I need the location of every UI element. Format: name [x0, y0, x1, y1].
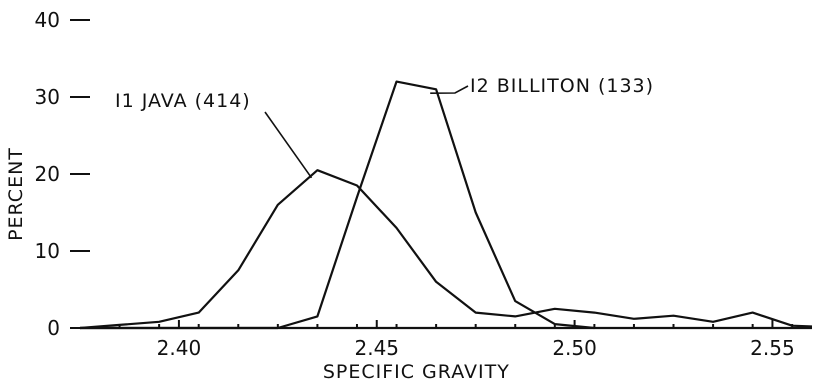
x-axis-ticks: 2.40 2.45 2.50 2.55: [118, 320, 795, 360]
x-tick-label: 2.50: [552, 336, 597, 360]
y-tick-label: 0: [47, 316, 60, 340]
y-axis-label: PERCENT: [5, 147, 27, 241]
billiton-series-label: I2 BILLITON (133): [470, 75, 654, 97]
java-label-leader: [264, 111, 313, 179]
y-axis-ticks: 0 10 20 30 40: [35, 8, 90, 340]
billiton-label-leader: [430, 85, 469, 94]
x-tick-label: 2.45: [354, 336, 399, 360]
y-tick-label: 20: [35, 162, 60, 186]
y-tick-label: 30: [35, 85, 60, 109]
y-tick-label: 40: [35, 8, 60, 32]
x-tick-label: 2.55: [750, 336, 795, 360]
x-axis-label: SPECIFIC GRAVITY: [323, 361, 510, 383]
y-tick-label: 10: [35, 239, 60, 263]
x-tick-label: 2.40: [157, 336, 202, 360]
billiton-series-line: [80, 80, 595, 330]
java-series-line: [79, 169, 813, 330]
java-series-label: I1 JAVA (414): [115, 90, 251, 112]
series-layer: [79, 80, 813, 330]
